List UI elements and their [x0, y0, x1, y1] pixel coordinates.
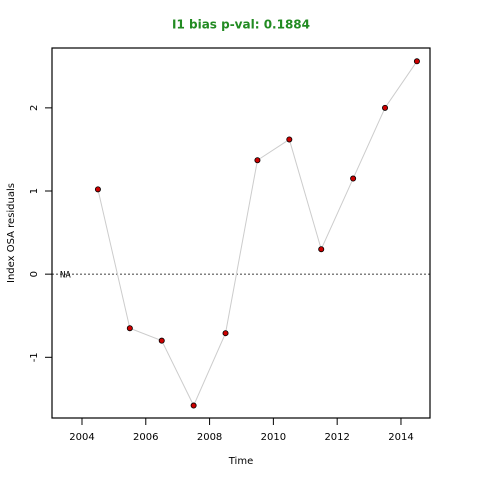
- x-tick-label: 2004: [69, 432, 94, 443]
- series-line: [97, 61, 418, 407]
- x-tick-label: 2014: [388, 432, 413, 443]
- x-tick-label: 2012: [324, 432, 349, 443]
- point: [318, 246, 325, 253]
- y-tick-label: 2: [29, 105, 40, 111]
- y-axis-label: Index OSA residuals: [6, 183, 17, 283]
- x-tick-label: 2008: [197, 432, 222, 443]
- plot-frame: [51, 47, 431, 419]
- point: [158, 337, 165, 344]
- point: [382, 104, 389, 111]
- point: [254, 157, 261, 164]
- point: [413, 58, 420, 65]
- point: [94, 186, 101, 193]
- point: [350, 175, 357, 182]
- chart-title: I1 bias p-val: 0.1884: [172, 18, 310, 32]
- y-tick-label: -1: [29, 352, 40, 362]
- x-tick-label: 2010: [261, 432, 286, 443]
- point: [190, 402, 197, 409]
- y-tick-label: 1: [29, 188, 40, 194]
- y-tick-label: 0: [29, 271, 40, 277]
- point: [286, 136, 293, 143]
- point: [126, 325, 133, 332]
- x-axis-label: Time: [228, 456, 253, 467]
- annotation: NA: [60, 271, 71, 281]
- point: [222, 330, 229, 337]
- x-tick-label: 2006: [133, 432, 158, 443]
